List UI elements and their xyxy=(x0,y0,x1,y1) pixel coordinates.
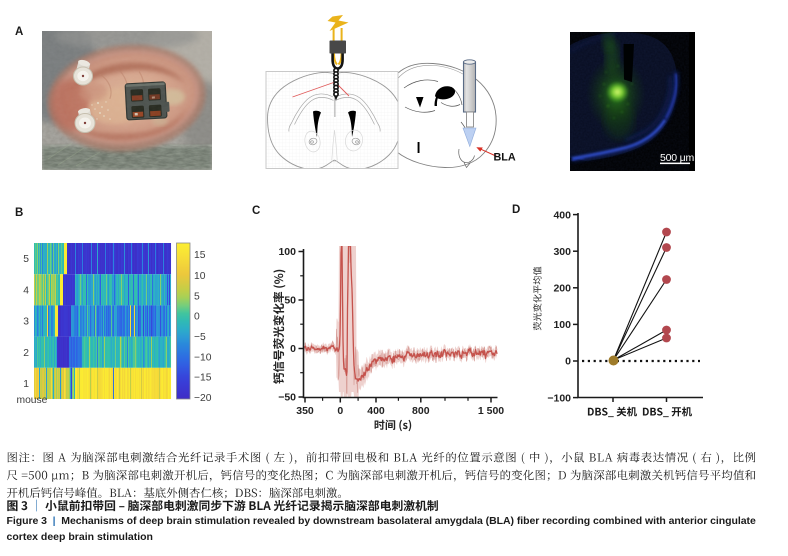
svg-text:mouse: mouse xyxy=(17,395,48,406)
svg-text:1: 1 xyxy=(23,379,29,390)
svg-text:0: 0 xyxy=(337,405,343,417)
svg-text:100: 100 xyxy=(553,319,571,331)
svg-text:−20: −20 xyxy=(194,393,212,404)
svg-text:400: 400 xyxy=(553,209,571,221)
svg-text:1 500: 1 500 xyxy=(478,405,504,417)
svg-text:200: 200 xyxy=(553,283,571,295)
svg-text:100: 100 xyxy=(278,246,296,258)
svg-text:400: 400 xyxy=(367,405,385,417)
svg-text:500 μm: 500 μm xyxy=(660,152,694,164)
svg-text:15: 15 xyxy=(194,250,206,261)
svg-text:2: 2 xyxy=(23,348,29,359)
svg-text:50: 50 xyxy=(284,295,296,307)
svg-text:−15: −15 xyxy=(194,373,212,384)
svg-text:0: 0 xyxy=(565,356,571,368)
svg-text:3: 3 xyxy=(23,317,29,328)
svg-text:−5: −5 xyxy=(194,332,206,343)
svg-text:5: 5 xyxy=(23,254,29,265)
svg-text:800: 800 xyxy=(412,405,430,417)
svg-text:4: 4 xyxy=(23,286,29,297)
svg-text:0: 0 xyxy=(194,312,200,323)
svg-text:−10: −10 xyxy=(194,352,212,363)
svg-text:350: 350 xyxy=(296,405,314,417)
svg-text:300: 300 xyxy=(553,246,571,258)
svg-text:BLA: BLA xyxy=(494,152,516,164)
svg-text:5: 5 xyxy=(194,291,200,302)
svg-text:−100: −100 xyxy=(547,392,571,404)
svg-text:0: 0 xyxy=(290,343,296,355)
svg-text:10: 10 xyxy=(194,271,206,282)
svg-text:−50: −50 xyxy=(278,392,296,404)
